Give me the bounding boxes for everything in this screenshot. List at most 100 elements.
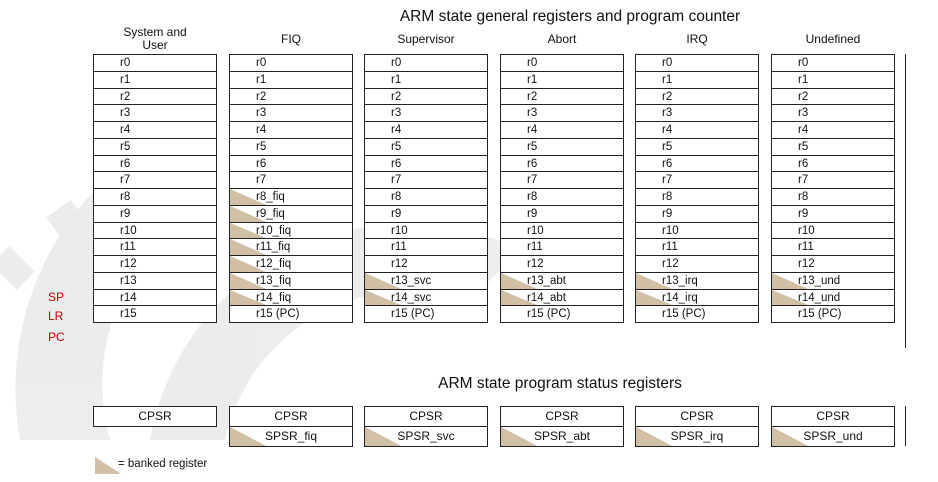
register-label: r3: [391, 107, 402, 120]
register-cell: r3: [229, 105, 353, 122]
register-label: r10_fiq: [256, 224, 292, 237]
register-label: r10: [798, 224, 815, 237]
register-label: r6: [120, 157, 131, 170]
register-label: r5: [256, 140, 267, 153]
register-label: r7: [662, 174, 673, 187]
register-label: r14_fiq: [256, 291, 292, 304]
register-cell: r5: [771, 138, 895, 156]
register-label: r10: [527, 224, 544, 237]
register-cell: r10: [500, 222, 624, 240]
register-cell: r4: [93, 122, 217, 139]
status-register-label: SPSR_und: [803, 429, 863, 443]
register-cell: r2: [364, 88, 488, 106]
spsr-cell: SPSR_abt: [500, 427, 624, 447]
register-cell: r8: [771, 189, 895, 206]
register-cell: r5: [500, 138, 624, 156]
register-label: r9: [527, 207, 538, 220]
column-header: FIQ: [281, 32, 301, 46]
register-label: r0: [662, 57, 673, 69]
register-cell: r2: [771, 88, 895, 106]
register-cell: r14_svc: [364, 289, 488, 307]
register-label: r12: [391, 258, 408, 270]
cpsr-cell: CPSR: [364, 406, 488, 427]
register-cell: r14: [93, 289, 217, 307]
register-column: r0 r1 r2 r3 r4 r5 r6 r7 r8 r9 r10 r11 r12 r13_und r14_…: [771, 54, 895, 323]
register-label: r6: [798, 157, 809, 170]
register-cell: r9: [93, 205, 217, 223]
register-label: r1: [662, 73, 673, 86]
register-label: r3: [798, 107, 809, 120]
register-label: r5: [798, 140, 809, 153]
register-cell: r6: [93, 155, 217, 173]
column-header: Abort: [547, 32, 577, 46]
register-cell: r7: [771, 172, 895, 189]
register-label: r11: [120, 241, 136, 254]
status-register-label: CPSR: [816, 409, 850, 423]
register-label: r11: [527, 241, 543, 254]
register-label: r1: [120, 73, 131, 86]
status-register-column: CPSR SPSR_abt: [500, 406, 624, 447]
register-cell: r9: [500, 205, 624, 223]
register-cell: r2: [229, 88, 353, 106]
register-label: r2: [798, 90, 809, 103]
register-label: r6: [662, 157, 673, 170]
register-label: r7: [256, 174, 267, 187]
status-register-label: CPSR: [138, 409, 172, 423]
register-cell: r14_fiq: [229, 289, 353, 307]
register-cell: r1: [500, 71, 624, 89]
register-label: r2: [527, 90, 538, 103]
register-label: r5: [527, 140, 538, 153]
register-cell: r4: [635, 122, 759, 139]
register-cell: r11: [771, 239, 895, 256]
register-cell: r11_fiq: [229, 239, 353, 256]
register-cell: r12: [771, 256, 895, 273]
register-column: r0 r1 r2 r3 r4 r5 r6 r7 r8 r9 r10 r11 r12 r13_abt r14_…: [500, 54, 624, 323]
status-register-label: SPSR_irq: [670, 429, 724, 443]
register-cell: r13_irq: [635, 272, 759, 290]
register-label: r10: [662, 224, 679, 237]
register-cell: r7: [93, 172, 217, 189]
register-label: r4: [798, 124, 809, 136]
register-label: r1: [798, 73, 809, 86]
register-cell: r11: [93, 239, 217, 256]
register-label: r15 (PC): [527, 308, 571, 321]
register-label: r14_und: [798, 291, 841, 304]
register-cell: r10: [93, 222, 217, 240]
register-column: r0 r1 r2 r3 r4 r5 r6 r7 r8 r9 r10 r11 r12 r13_svc r14_…: [364, 54, 488, 323]
register-cell: r3: [771, 105, 895, 122]
register-label: r3: [662, 107, 673, 120]
right-edge-line: [905, 54, 906, 348]
register-label: r9: [120, 207, 131, 220]
register-cell: r9_fiq: [229, 205, 353, 223]
register-cell: r12_fiq: [229, 256, 353, 273]
register-cell: r5: [229, 138, 353, 156]
register-cell: r0: [635, 54, 759, 72]
register-cell: r13_abt: [500, 272, 624, 290]
status-register-column: CPSR SPSR_fiq: [229, 406, 353, 447]
cpsr-cell: CPSR: [500, 406, 624, 427]
register-cell: r1: [229, 71, 353, 89]
register-cell: r11: [635, 239, 759, 256]
register-label: r8: [391, 191, 402, 203]
register-label: r15 (PC): [256, 308, 300, 321]
register-label: r15: [120, 308, 137, 321]
status-register-column: CPSR SPSR_svc: [364, 406, 488, 447]
status-register-label: CPSR: [545, 409, 579, 423]
register-label: r11: [391, 241, 407, 254]
column-header: IRQ: [686, 32, 708, 46]
register-label: r8_fiq: [256, 191, 285, 203]
status-register-label: SPSR_abt: [533, 429, 591, 443]
register-cell: r6: [500, 155, 624, 173]
spsr-cell: SPSR_irq: [635, 427, 759, 447]
register-cell: r1: [364, 71, 488, 89]
column-header: Supervisor: [397, 32, 455, 46]
right-edge-line-psr: [905, 406, 906, 446]
register-label: r13: [120, 274, 137, 287]
status-register-label: CPSR: [274, 409, 308, 423]
side-label-pc: PC: [48, 330, 65, 344]
register-label: r8: [527, 191, 538, 203]
register-cell: r12: [364, 256, 488, 273]
spsr-cell: SPSR_und: [771, 427, 895, 447]
register-label: r12_fiq: [256, 258, 292, 270]
register-cell: r8: [500, 189, 624, 206]
